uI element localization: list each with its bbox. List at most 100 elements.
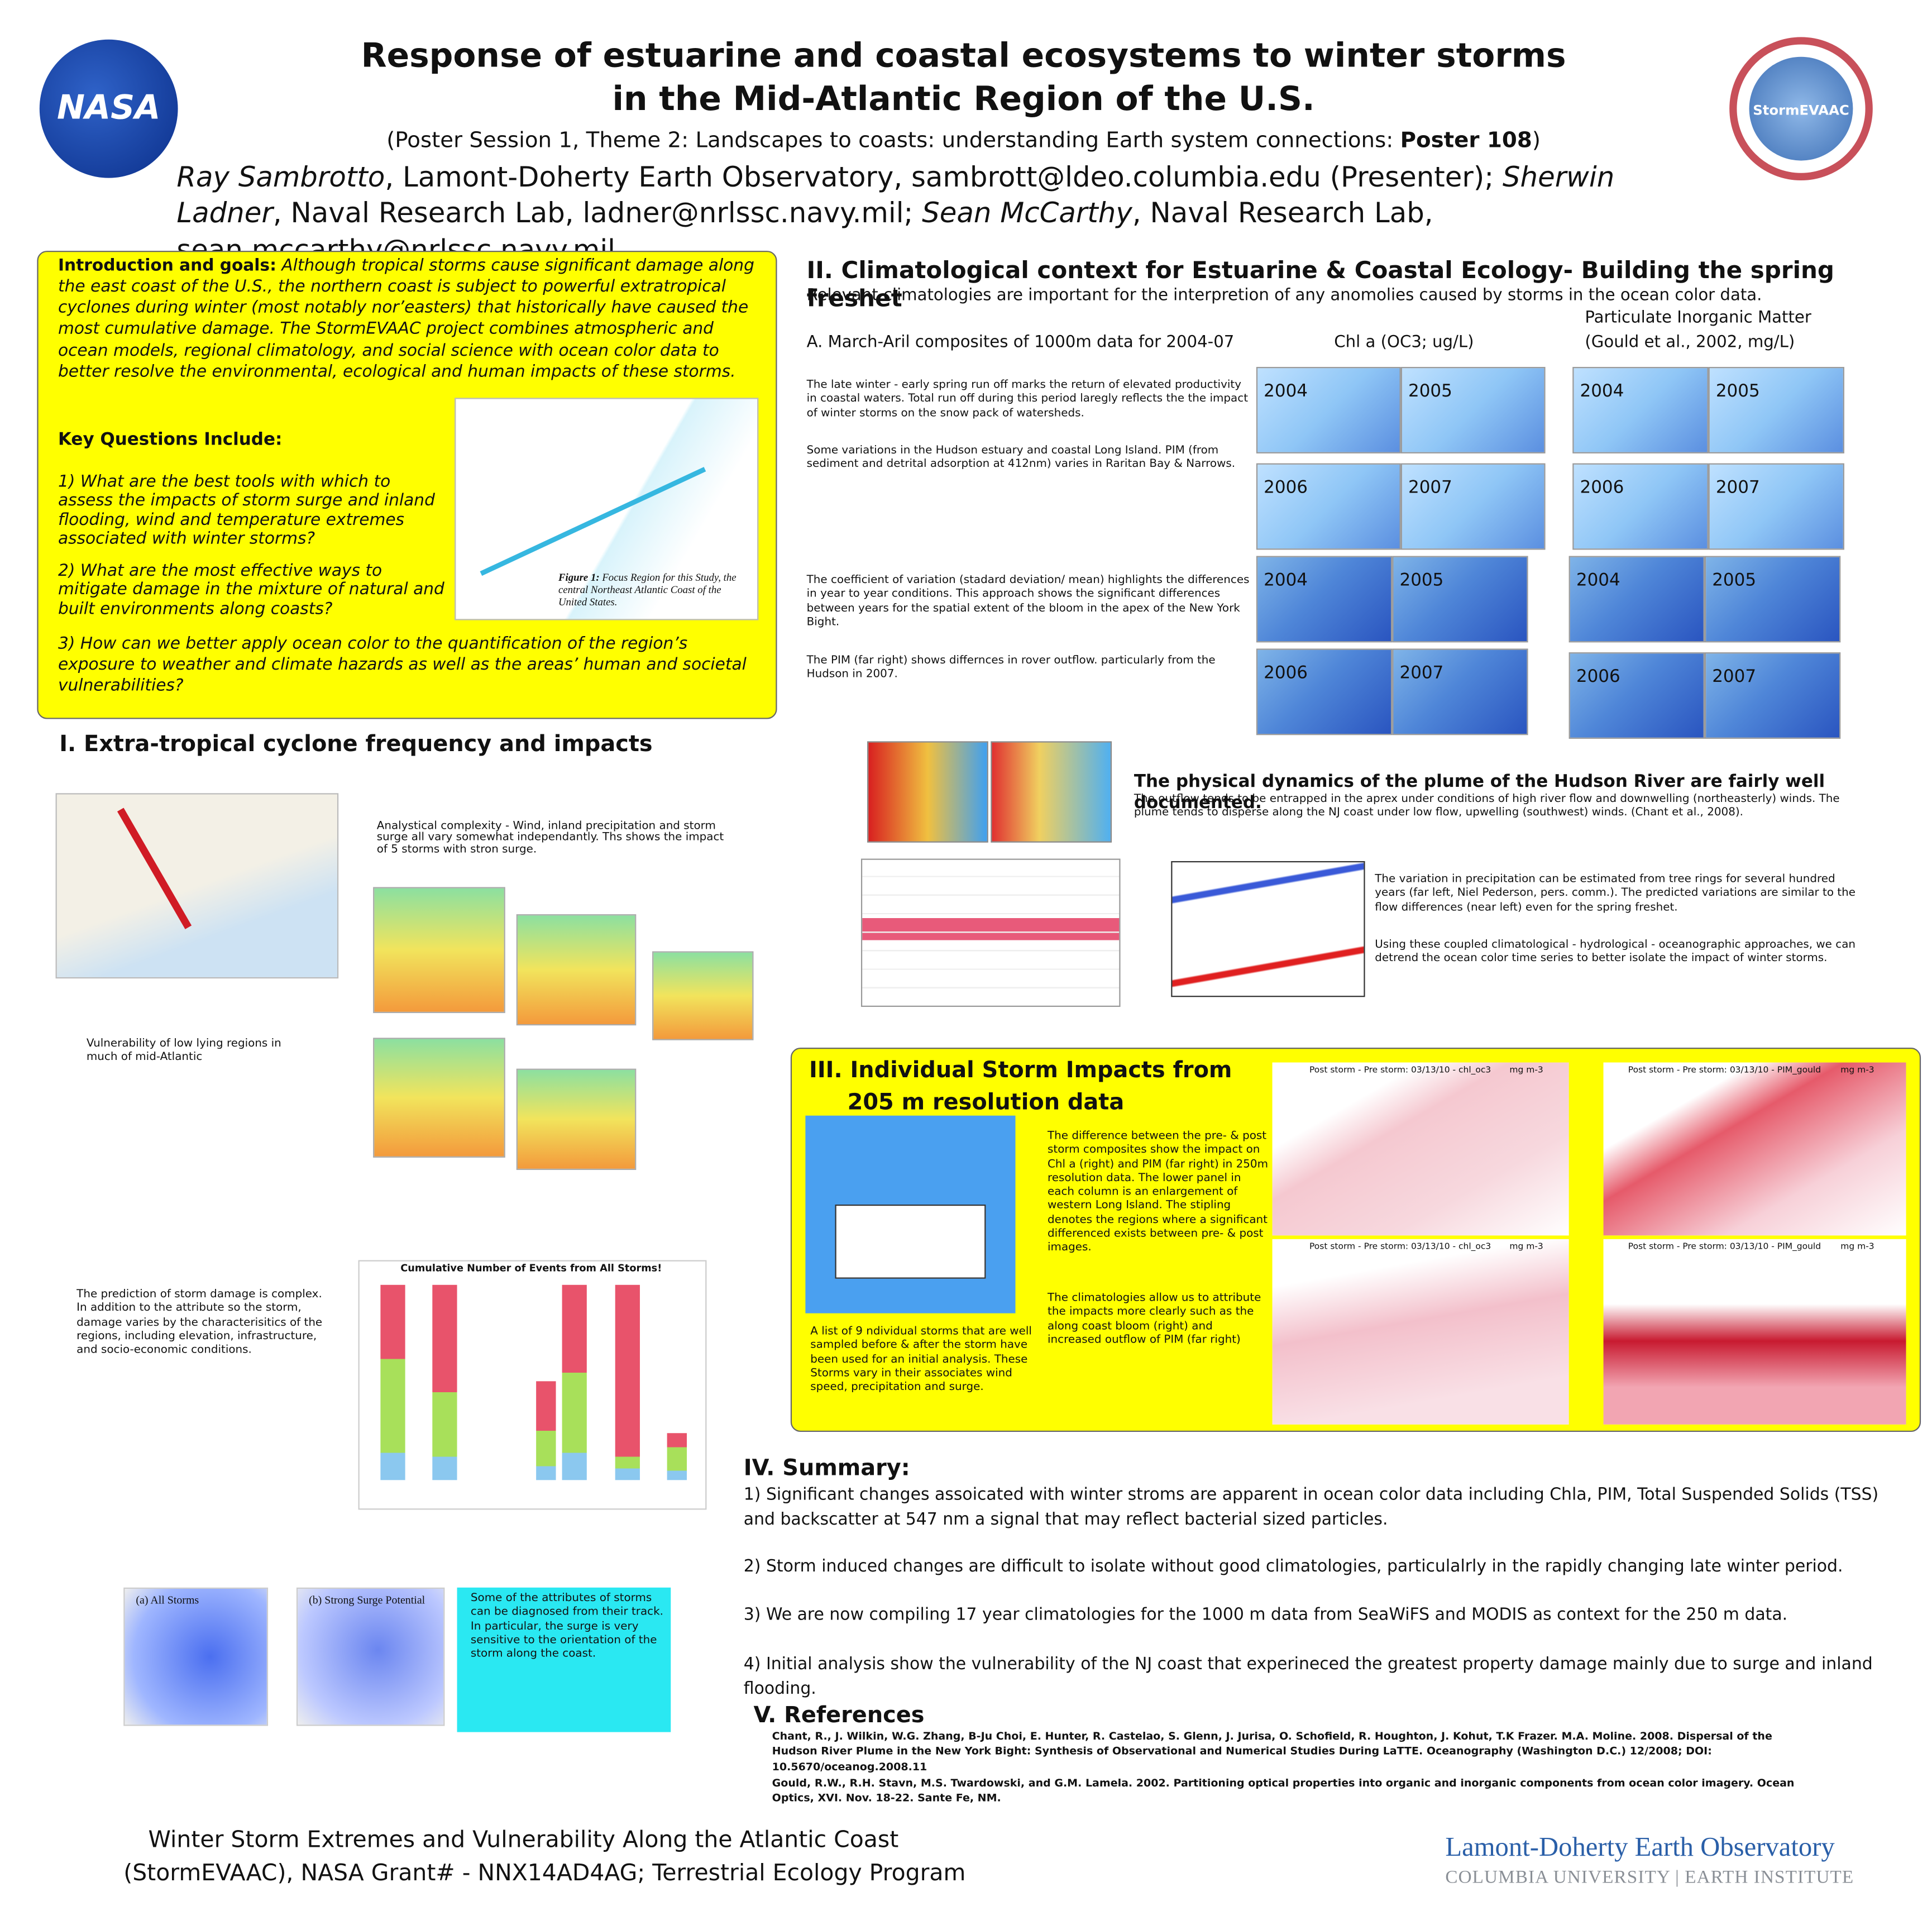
climatology-text: The climatologies allow us to attribute …	[1048, 1292, 1261, 1346]
ocean-map	[1572, 367, 1709, 453]
summary-point: 4) Initial analysis show the vulnerabili…	[743, 1654, 1873, 1698]
panel-title: Post storm - Pre storm: 03/13/10 - PIM_g…	[1628, 1064, 1821, 1075]
section-heading: I. Extra-tropical cyclone frequency and …	[59, 731, 653, 758]
session-text: (Poster Session 1, Theme 2: Landscapes t…	[386, 128, 1400, 154]
ocean-map	[1256, 463, 1401, 550]
events-bars	[615, 1284, 640, 1480]
session-end: )	[1532, 128, 1541, 154]
intro-lead: Introduction and goals:	[58, 257, 276, 276]
variation-text: The variation in precipitation can be es…	[1375, 873, 1856, 914]
columbia-logo: COLUMBIA UNIVERSITY | EARTH INSTITUTE	[1445, 1867, 1854, 1888]
year-label: 2005	[1712, 571, 1757, 591]
panel-title: Post storm - Pre storm: 03/13/10 - chl_o…	[1309, 1241, 1491, 1252]
project-logo-inner	[1749, 56, 1853, 161]
key-heading: Key Questions Include:	[58, 429, 283, 450]
events-chart-frame	[358, 1260, 707, 1510]
section-heading: V. References	[753, 1702, 925, 1728]
elevation-map	[55, 793, 339, 979]
year-label: 2004	[1264, 571, 1308, 591]
year-label: 2006	[1580, 478, 1624, 498]
composites-label: A. March-Aril composites of 1000m data f…	[806, 333, 1235, 352]
region-map	[455, 398, 759, 620]
year-label: 2007	[1715, 478, 1760, 498]
ocean-map	[1392, 556, 1528, 643]
panel-units: mg m-3	[1840, 1241, 1874, 1252]
summary-point: 2) Storm induced changes are difficult t…	[743, 1556, 1843, 1577]
caption: The prediction of storm damage is comple…	[76, 1288, 323, 1357]
ocean-map	[1400, 463, 1546, 550]
figure-caption: Figure 1: Focus Region for this Study, t…	[558, 571, 744, 609]
impact-panel	[1272, 1062, 1569, 1236]
storm-panel	[516, 914, 637, 1026]
pim-label: (Gould et al., 2002, mg/L)	[1585, 333, 1795, 352]
year-label: 2005	[1408, 381, 1452, 402]
year-label: 2007	[1408, 478, 1452, 498]
plume-model	[867, 741, 988, 843]
ocean-map	[1568, 556, 1705, 643]
variation-text: Using these coupled climatological - hyd…	[1375, 939, 1856, 966]
plume-heading: The physical dynamics of the plume of th…	[1134, 772, 1825, 813]
grant: Winter Storm Extremes and Vulnerability …	[148, 1827, 899, 1853]
reference: Chant, R., J. Wilkin, W.G. Zhang, B-Ju C…	[772, 1731, 1772, 1774]
year-label: 2005	[1715, 381, 1760, 402]
author-segment: , Lamont-Doherty Earth Observatory, samb…	[385, 161, 1503, 194]
year-label: 2004	[1264, 381, 1308, 402]
reference: Gould, R.W., R.H. Stavn, M.S. Twardowski…	[772, 1778, 1795, 1806]
storm-panel	[516, 1068, 637, 1171]
year-label: 2005	[1399, 571, 1444, 591]
pim-label: Particulate Inorganic Matter	[1585, 309, 1811, 328]
question: 3) How can we better apply ocean color t…	[58, 635, 747, 696]
title: Response of estuarine and coastal ecosys…	[361, 37, 1566, 75]
question: 1) What are the best tools with which to…	[58, 473, 435, 549]
section-heading: II. Climatological context for Estuarine…	[806, 257, 1834, 313]
events-bars	[562, 1284, 587, 1480]
ocean-map	[1568, 652, 1705, 739]
ocean-map	[1256, 556, 1393, 643]
section-subtitle: Relevant climatologies are important for…	[806, 286, 1762, 305]
events-bars	[667, 1433, 687, 1480]
section-heading: III. Individual Storm Impacts from	[809, 1057, 1232, 1084]
caption: Vulnerability of low lying regions in mu…	[86, 1038, 281, 1064]
ocean-map	[1256, 648, 1393, 735]
author-segment: Sherwin Ladner	[176, 161, 1615, 231]
paragraph: Some variations in the Hudson estuary an…	[806, 445, 1236, 471]
year-label: 2006	[1264, 663, 1308, 684]
author-segment: Sean McCarthy	[922, 198, 1132, 231]
figure-label: Figure 1:	[558, 571, 600, 584]
section-heading: 205 m resolution data	[847, 1090, 1125, 1116]
tracks-text: Some of the attributes of storms can be …	[470, 1592, 663, 1661]
ocean-map	[1400, 367, 1546, 453]
year-label: 2007	[1399, 663, 1444, 684]
paragraph: The PIM (far right) shows differnces in …	[806, 655, 1216, 681]
project-logo-text: StormEVAAC	[1753, 102, 1849, 119]
question: 2) What are the most effective ways to m…	[58, 562, 444, 619]
tracks-box	[457, 1587, 671, 1732]
panel-units: mg m-3	[1840, 1064, 1874, 1075]
year-label: 2006	[1264, 478, 1308, 498]
summary-point: 1) Significant changes assoicated with w…	[743, 1485, 1879, 1529]
plume-text: The outflow tends to be entrapped in the…	[1134, 793, 1840, 820]
session: (Poster Session 1, Theme 2: Landscapes t…	[222, 128, 1705, 154]
nasa-logo-text: NASA	[56, 89, 161, 127]
flow-plot	[1171, 861, 1365, 997]
ocean-map	[1708, 367, 1844, 453]
author-segment: , Naval Research Lab, ladner@nrlssc.navy…	[272, 198, 922, 231]
poster-number: Poster 108	[1400, 128, 1532, 154]
chl-label: Chl a (OC3; ug/L)	[1334, 333, 1474, 352]
paragraph: The late winter - early spring run off m…	[806, 379, 1249, 420]
ocean-map	[1392, 648, 1528, 735]
impact-panel	[1603, 1239, 1906, 1425]
intro-body: Although tropical storms cause significa…	[58, 257, 754, 382]
title: in the Mid-Atlantic Region of the U.S.	[612, 80, 1315, 119]
track-map	[296, 1587, 445, 1726]
author-segment: Ray Sambrotto	[176, 161, 385, 194]
figure-text: Focus Region for this Study, the central…	[558, 571, 737, 609]
events-bars	[432, 1284, 457, 1480]
lamont-logo: Lamont-Doherty Earth Observatory	[1445, 1831, 1835, 1862]
impact-panel	[1272, 1239, 1569, 1425]
ocean-map	[1704, 652, 1841, 739]
track-label: (a) All Storms	[136, 1593, 199, 1606]
year-label: 2004	[1580, 381, 1624, 402]
